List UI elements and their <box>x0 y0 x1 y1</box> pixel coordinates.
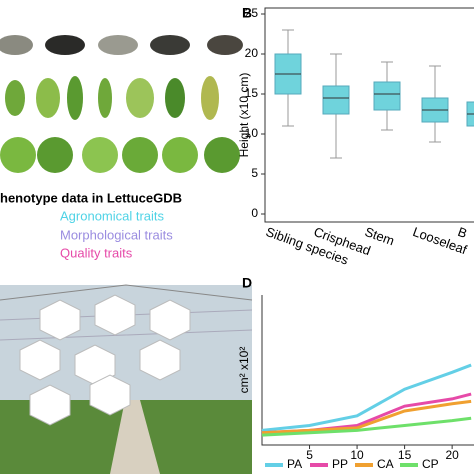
y-tick-label: 15 <box>245 86 259 100</box>
x-tick-label: 10 <box>350 448 364 462</box>
x-tick-label: B <box>456 224 469 241</box>
trait-label: Morphological traits <box>60 227 173 242</box>
y-tick-label: 10 <box>245 126 259 140</box>
line-series <box>261 399 472 435</box>
plot-frame <box>264 7 474 223</box>
x-tick-label: 20 <box>445 448 459 462</box>
y-axis-label: cm² x10² <box>237 347 251 394</box>
trait-label: Quality traits <box>60 245 133 260</box>
legend-label: PA <box>287 457 302 471</box>
leaf-photos <box>5 76 219 120</box>
y-tick-label: 0 <box>251 206 258 220</box>
panel-label: D <box>242 275 252 291</box>
panel-label: B <box>242 5 252 21</box>
trait-label: Agronomical traits <box>60 208 165 223</box>
line-series <box>261 416 472 437</box>
y-axis-label: Height (x10 cm) <box>237 73 251 158</box>
legend-label: CA <box>377 457 394 471</box>
greenhouse-photo <box>0 284 253 474</box>
box <box>322 85 350 115</box>
legend-label: CP <box>422 457 439 471</box>
y-tick-label: 5 <box>251 166 258 180</box>
line-series <box>261 363 472 432</box>
y-tick-label: 25 <box>245 6 259 20</box>
phenotype-heading: henotype data in LettuceGDB <box>0 190 182 205</box>
head-photos <box>0 137 240 173</box>
box <box>373 81 401 111</box>
y-tick-label: 20 <box>245 46 259 60</box>
legend-label: PP <box>332 457 348 471</box>
seed-photos <box>0 35 243 55</box>
x-tick-label: 15 <box>398 448 412 462</box>
axes <box>261 295 474 446</box>
x-tick-label: 5 <box>306 448 313 462</box>
